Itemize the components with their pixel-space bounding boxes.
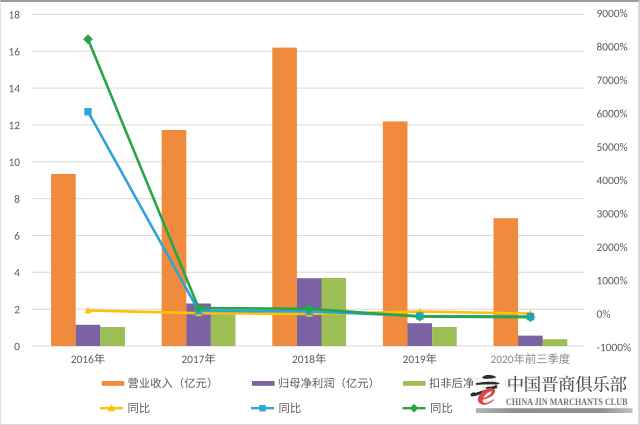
svg-text:CHINA JIN MARCHANTS CLUB: CHINA JIN MARCHANTS CLUB (506, 398, 628, 408)
